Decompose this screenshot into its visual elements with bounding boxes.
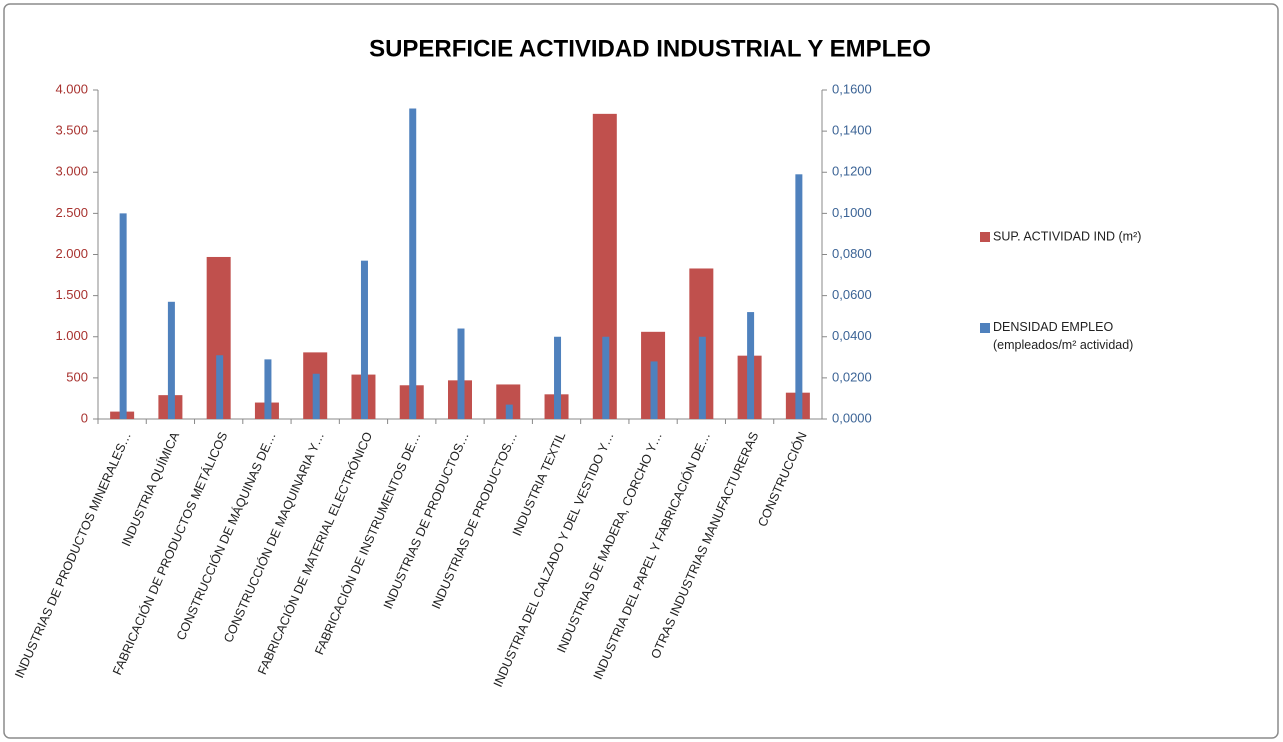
bar <box>264 359 272 419</box>
bar <box>312 373 320 419</box>
y2-tick-label: 0,0800 <box>832 246 872 261</box>
legend-label-line: (empleados/m² actividad) <box>993 338 1133 352</box>
bar <box>650 361 658 419</box>
y-tick-label: 2.500 <box>55 205 88 220</box>
bar <box>554 336 562 419</box>
y-tick-label: 3.500 <box>55 123 88 138</box>
y-tick-label: 500 <box>66 369 88 384</box>
y-tick-label: 3.000 <box>55 164 88 179</box>
y2-tick-label: 0,0000 <box>832 410 872 425</box>
bar <box>457 328 465 419</box>
y-tick-label: 1.000 <box>55 328 88 343</box>
bar <box>119 213 127 419</box>
y2-tick-label: 0,1600 <box>832 81 872 96</box>
legend-swatch <box>980 323 990 333</box>
legend-swatch <box>980 232 990 242</box>
bar <box>505 404 513 419</box>
y2-tick-label: 0,1400 <box>832 123 872 138</box>
legend-label-line: DENSIDAD EMPLEO <box>993 320 1113 334</box>
y-tick-label: 4.000 <box>55 81 88 96</box>
y2-tick-label: 0,1200 <box>832 164 872 179</box>
bar <box>167 301 175 419</box>
y-tick-label: 2.000 <box>55 246 88 261</box>
y2-tick-label: 0,1000 <box>832 205 872 220</box>
y2-tick-label: 0,0600 <box>832 287 872 302</box>
bar <box>747 312 755 419</box>
legend-label: SUP. ACTIVIDAD IND (m²) <box>993 229 1141 243</box>
y2-tick-label: 0,0200 <box>832 369 872 384</box>
chart-title: SUPERFICIE ACTIVIDAD INDUSTRIAL Y EMPLEO <box>369 35 931 62</box>
y-tick-label: 0 <box>81 410 88 425</box>
bar <box>602 336 610 419</box>
y-tick-label: 1.500 <box>55 287 88 302</box>
bar <box>795 174 803 419</box>
bar <box>360 260 368 419</box>
y2-tick-label: 0,0400 <box>832 328 872 343</box>
chart-border <box>3 3 1279 739</box>
bar <box>216 355 224 419</box>
bar <box>698 336 706 419</box>
bar <box>409 108 417 419</box>
legend-label: DENSIDAD EMPLEO (empleados/m² actividad) <box>993 320 1133 352</box>
